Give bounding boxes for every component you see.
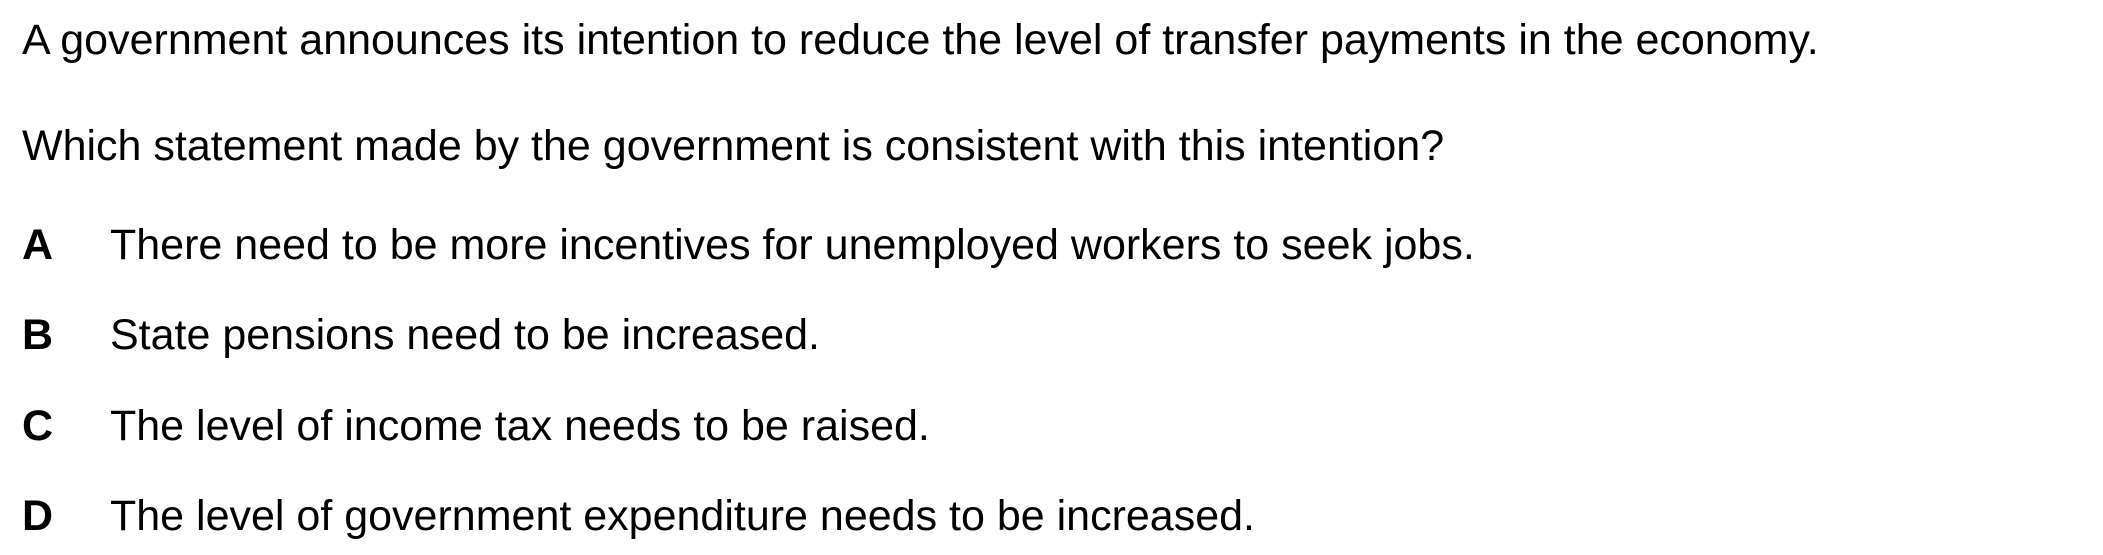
option-text: The level of government expenditure need… [110,492,1256,540]
question-prompt: Which statement made by the government i… [22,122,1445,170]
question-context: A government announces its intention to … [22,16,1819,64]
option-letter: B [22,311,54,359]
option-letter: D [22,492,54,540]
option-letter: C [22,402,54,450]
option-text: The level of income tax needs to be rais… [110,402,930,450]
option-text: State pensions need to be increased. [110,311,821,359]
option-letter: A [22,221,54,269]
option-text: There need to be more incentives for une… [110,221,1475,269]
